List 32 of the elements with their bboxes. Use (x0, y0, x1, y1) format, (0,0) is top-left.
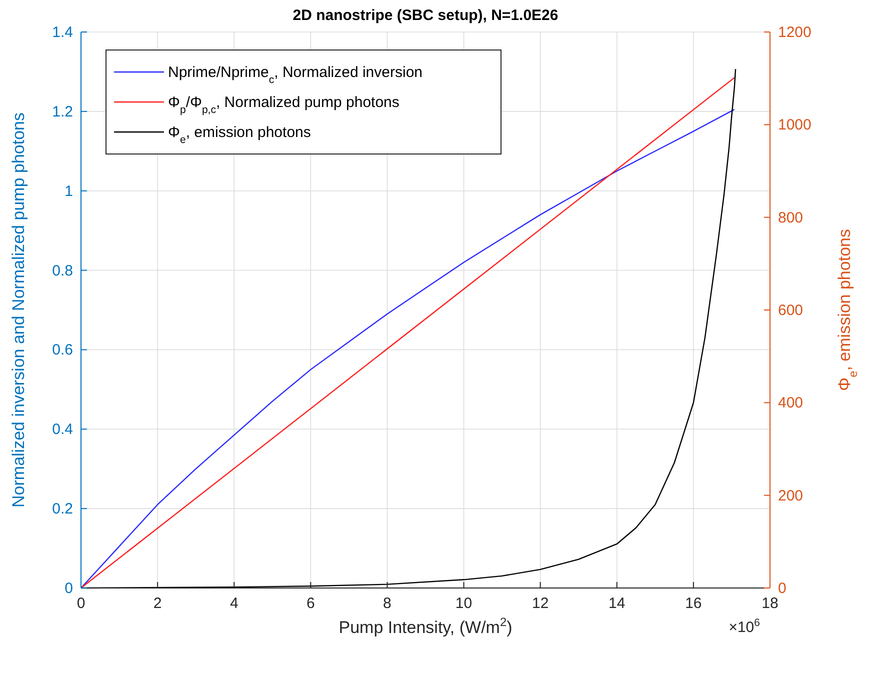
x-tick-label: 6 (306, 595, 315, 612)
legend-label: Φ$_{p}$/Φ$_{p,c}$, Normalized pump photons (168, 94, 400, 116)
y-tick-label: 0.6 (52, 342, 73, 359)
text: ×10$^{6}$ (728, 617, 760, 636)
legend-label: Nprime/Nprime$_{c}$, Normalized inversion (168, 64, 422, 86)
y-tick-label: 0.8 (52, 262, 73, 280)
y-tick-label: 0.2 (52, 500, 73, 518)
y-tick-label: 1 (64, 182, 73, 200)
y2-tick-label: 1200 (778, 24, 812, 41)
x-tick-label: 2 (153, 595, 162, 612)
chart-title: 2D nanostripe (SBC setup), N=1.0E26 (292, 7, 558, 24)
y2-tick-label: 400 (778, 394, 804, 412)
y2-tick-label: 600 (778, 302, 804, 319)
x-tick-label: 8 (383, 595, 392, 612)
y2-tick-label: 1000 (778, 116, 812, 134)
legend-label: Φ$_{e}$, emission photons (168, 124, 311, 146)
x-tick-label: 4 (230, 595, 238, 612)
y-tick-label: 1.2 (52, 103, 73, 120)
y-axis-title: Normalized inversion and Normalized pump photons (9, 112, 28, 508)
x-tick-label: 14 (608, 595, 626, 612)
x-axis-title: Pump Intensity, (W/m$^{2}$) (338, 615, 512, 637)
x-tick-label: 12 (532, 595, 549, 612)
x-tick-label: 10 (455, 595, 472, 612)
y2-tick-label: 800 (778, 209, 804, 226)
y2-tick-label: 200 (778, 487, 804, 504)
x-tick-label: 18 (762, 595, 778, 612)
y-tick-label: 1.4 (52, 24, 73, 41)
y-tick-label: 0.4 (52, 421, 73, 438)
y-tick-label: 0 (64, 580, 73, 597)
y2-tick-label: 0 (778, 580, 786, 597)
x-tick-label: 16 (685, 595, 702, 612)
x-tick-label: 0 (76, 595, 86, 612)
